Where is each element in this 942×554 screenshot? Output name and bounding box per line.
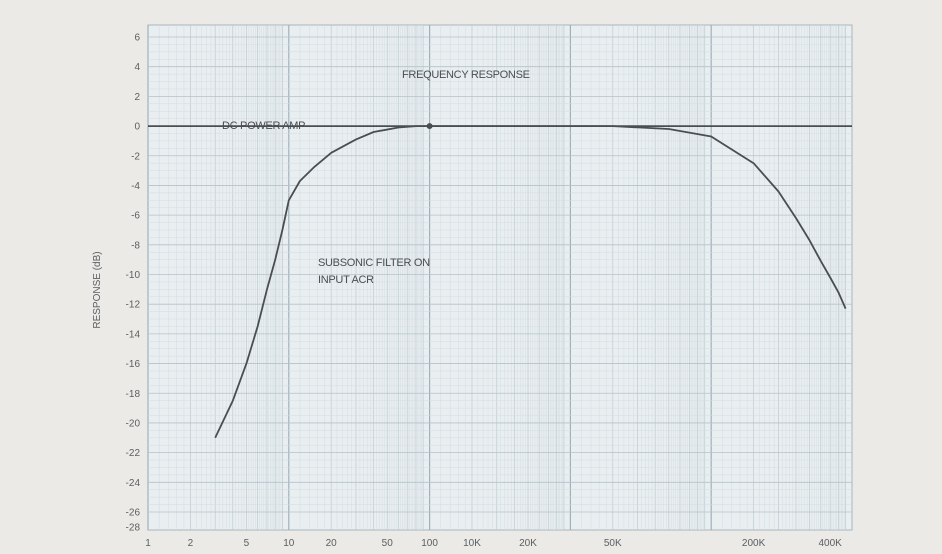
y-axis-label: RESPONSE (dB) [92, 251, 103, 328]
y-tick-label: -12 [126, 300, 141, 311]
x-tick-label: 20 [326, 538, 338, 549]
y-tick-label: -8 [131, 240, 140, 251]
data-point-marker [426, 123, 433, 130]
y-tick-label: -4 [131, 181, 140, 192]
x-tick-label: 200K [742, 538, 766, 549]
series-line-subsonic-filter [214, 125, 847, 439]
y-tick-label: -6 [131, 211, 140, 222]
x-tick-label: 400K [819, 538, 843, 549]
y-tick-label: -24 [126, 478, 141, 489]
x-tick-label: 5 [244, 538, 250, 549]
x-tick-label: 50 [382, 538, 394, 549]
x-axis-ticks: 1 2 5 10 20 50 100 10K 20K 50K 200K 400K [145, 538, 842, 549]
y-axis-ticks: 6 4 2 0 -2 -4 -6 -8 -10 -12 -14 -16 -18 -20 -22 -24 -26 -… [126, 33, 141, 534]
y-tick-label: -22 [126, 448, 141, 459]
plot-area [147, 24, 853, 531]
y-tick-label: -10 [126, 270, 141, 281]
annotation-subsonic-line1: SUBSONIC FILTER ON [318, 257, 430, 269]
x-tick-label: 10K [463, 538, 481, 549]
y-tick-label: -14 [126, 329, 141, 340]
x-tick-label: 10 [283, 538, 295, 549]
x-tick-label: 20K [519, 538, 537, 549]
y-tick-label: -16 [126, 359, 141, 370]
series-layer [148, 123, 852, 439]
y-tick-label: -20 [126, 418, 141, 429]
y-tick-label: 0 [134, 122, 140, 133]
y-tick-label: -2 [131, 151, 140, 162]
grid [147, 25, 852, 530]
y-tick-label: 4 [134, 62, 140, 73]
y-tick-label: -28 [126, 523, 141, 534]
x-tick-label: 100 [421, 538, 438, 549]
chart-title: FREQUENCY RESPONSE [402, 69, 530, 81]
x-tick-label: 50K [604, 538, 622, 549]
annotation-dc-power-amp: DC POWER AMP [222, 120, 305, 132]
y-tick-label: -18 [126, 389, 141, 400]
y-tick-label: 6 [134, 33, 140, 44]
annotation-subsonic-line2: INPUT ACR [318, 274, 374, 286]
y-tick-label: -26 [126, 508, 141, 519]
y-tick-label: 2 [134, 92, 140, 103]
x-tick-label: 2 [188, 538, 194, 549]
x-tick-label: 1 [145, 538, 151, 549]
